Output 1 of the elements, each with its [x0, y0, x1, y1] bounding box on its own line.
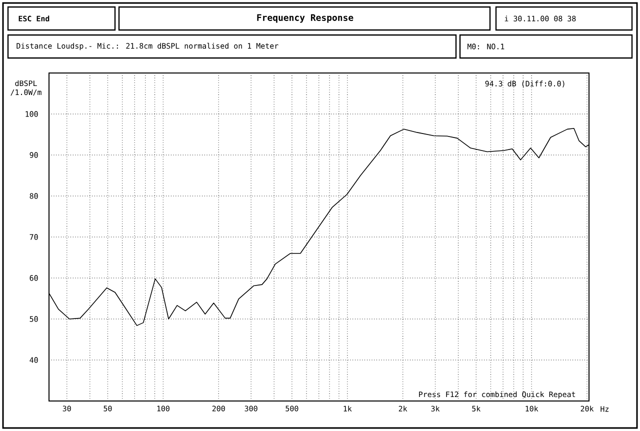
chart-title: Frequency Response	[257, 14, 354, 23]
